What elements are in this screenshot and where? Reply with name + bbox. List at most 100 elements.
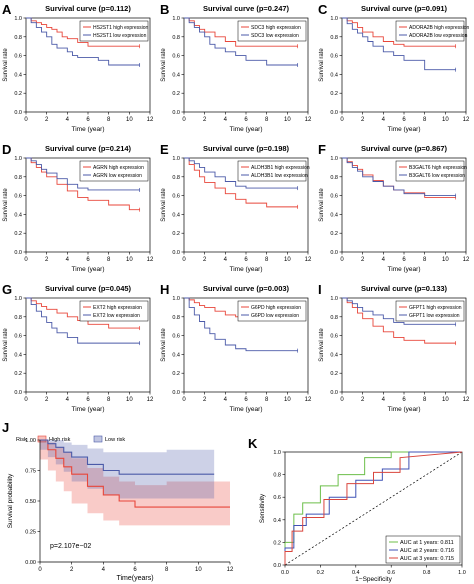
survival-line-low xyxy=(342,297,456,325)
legend-entry: B3GALT6 low expression xyxy=(409,173,465,179)
km-panel-c: C Survival curve (p=0.091) 0 2 4 6 8 10 12 0.0 0.2… xyxy=(318,2,470,133)
x-tick-label: 2 xyxy=(361,257,365,263)
km-panel-d: D Survival curve (p=0.214) 0 2 4 6 8 10 12 0.0 0.2… xyxy=(2,142,154,273)
legend-entry: GFPT1 high expression xyxy=(409,305,462,311)
x-tick-label: 4 xyxy=(224,257,228,263)
panel-letter: H xyxy=(160,282,169,297)
x-tick-label: 8 xyxy=(265,117,269,123)
km-panel-h: H Survival curve (p=0.003) 0 2 4 6 8 10 12 0.0 0.2… xyxy=(160,282,312,413)
x-tick-label: 6 xyxy=(244,397,248,403)
x-tick-label: 4 xyxy=(66,257,70,263)
panel-letter: B xyxy=(160,2,169,17)
x-tick-label: 1.0 xyxy=(458,570,466,576)
y-tick-label: 0.50 xyxy=(25,499,36,505)
x-tick-label: 12 xyxy=(463,257,470,263)
x-axis-label: Time (year) xyxy=(230,126,263,133)
x-tick-label: 6 xyxy=(244,257,248,263)
x-tick-label: 0.0 xyxy=(281,570,289,576)
y-tick-label: 0.0 xyxy=(273,563,281,569)
x-axis-label: Time (year) xyxy=(230,406,263,413)
y-tick-label: 1.0 xyxy=(14,296,22,302)
km-panel-f: F Survival curve (p=0.867) 0 2 4 6 8 10 12 0.0 0.2… xyxy=(318,142,470,273)
legend-entry: EXT2 low expression xyxy=(93,313,140,319)
y-tick-label: 0.0 xyxy=(330,110,338,116)
panel-title: Survival curve (p=0.214) xyxy=(45,144,132,153)
survival-line-low xyxy=(184,297,298,352)
y-tick-label: 0.0 xyxy=(14,390,22,396)
y-tick-label: 1.0 xyxy=(172,16,180,22)
x-tick-label: 0 xyxy=(24,117,28,123)
risk-panel-j: J Risk High risk Low risk 0 2 4 6 8 10 12 0.00 0.25 0… xyxy=(2,420,234,582)
legend-box xyxy=(237,160,307,182)
y-tick-label: 0.2 xyxy=(330,371,338,377)
y-tick-label: 0.4 xyxy=(14,352,22,358)
y-tick-label: 0.8 xyxy=(330,315,338,321)
x-tick-label: 12 xyxy=(147,257,154,263)
x-axis-label: Time(years) xyxy=(116,575,153,582)
confidence-band-low xyxy=(40,440,215,499)
x-tick-label: 8 xyxy=(423,257,427,263)
x-tick-label: 4 xyxy=(66,397,70,403)
legend-entry: EXT2 high expression xyxy=(93,305,142,311)
x-tick-label: 10 xyxy=(126,117,133,123)
panel-title: Survival curve (p=0.247) xyxy=(203,4,290,13)
panel-title: Survival curve (p=0.003) xyxy=(203,284,290,293)
y-tick-label: 0.4 xyxy=(14,72,22,78)
y-axis-label: Survival rate xyxy=(319,48,325,82)
x-tick-label: 10 xyxy=(284,397,291,403)
y-axis-label: Survival rate xyxy=(319,328,325,362)
legend-entry: ALDH3B1 low expression xyxy=(251,173,308,179)
legend-entry: HS2ST1 high expression xyxy=(93,25,149,31)
legend-box xyxy=(395,20,465,42)
x-tick-label: 2 xyxy=(70,567,74,573)
legend-entry: ADORA2B low expression xyxy=(409,33,468,39)
y-tick-label: 0.0 xyxy=(172,250,180,256)
legend-entry: High risk xyxy=(49,437,71,443)
panel-letter: K xyxy=(248,436,258,451)
x-tick-label: 10 xyxy=(442,117,449,123)
x-tick-label: 12 xyxy=(147,117,154,123)
y-tick-label: 0.75 xyxy=(25,469,36,475)
roc-curve-3 xyxy=(284,451,463,565)
x-tick-label: 2 xyxy=(45,117,49,123)
y-tick-label: 0.6 xyxy=(14,54,22,60)
legend-entry: AGRN low expression xyxy=(93,173,142,179)
x-tick-label: 2 xyxy=(203,117,207,123)
legend-entry: HS2ST1 low expression xyxy=(93,33,147,39)
x-tick-label: 12 xyxy=(463,117,470,123)
legend-entry: AUC at 3 years: 0.715 xyxy=(400,556,454,562)
legend-entry: AUC at 2 years: 0.716 xyxy=(400,548,454,554)
survival-line-low xyxy=(40,439,215,475)
x-tick-label: 4 xyxy=(66,117,70,123)
x-tick-label: 0 xyxy=(340,117,344,123)
panel-letter: E xyxy=(160,142,169,157)
legend-box xyxy=(237,20,307,42)
x-axis-label: Time (year) xyxy=(388,126,421,133)
x-tick-label: 6 xyxy=(86,397,90,403)
y-tick-label: 0.6 xyxy=(14,194,22,200)
x-tick-label: 10 xyxy=(195,567,202,573)
x-axis-label: Time (year) xyxy=(230,266,263,273)
y-tick-label: 0.00 xyxy=(25,560,36,566)
x-tick-label: 0.4 xyxy=(352,570,360,576)
y-tick-label: 1.0 xyxy=(172,296,180,302)
legend-entry: ADORA2B high expression xyxy=(409,25,470,31)
survival-line-high xyxy=(184,297,298,318)
y-tick-label: 0.8 xyxy=(14,35,22,41)
x-tick-label: 8 xyxy=(107,117,111,123)
y-tick-label: 0.4 xyxy=(330,212,338,218)
y-tick-label: 0.8 xyxy=(172,35,180,41)
y-tick-label: 0.6 xyxy=(172,194,180,200)
y-tick-label: 0.8 xyxy=(14,175,22,181)
survival-line-high xyxy=(342,17,456,47)
legend-entry: B3GALT6 high expression xyxy=(409,165,467,171)
survival-line-high xyxy=(26,157,140,211)
y-tick-label: 1.0 xyxy=(273,450,281,456)
km-panel-a: A Survival curve (p=0.112) 0 2 4 6 8 10 12 0.0 0.2… xyxy=(2,2,154,133)
x-tick-label: 4 xyxy=(102,567,106,573)
legend-swatch xyxy=(37,435,47,443)
x-tick-label: 12 xyxy=(305,117,312,123)
x-tick-label: 0.8 xyxy=(423,570,431,576)
legend-box xyxy=(237,300,307,322)
